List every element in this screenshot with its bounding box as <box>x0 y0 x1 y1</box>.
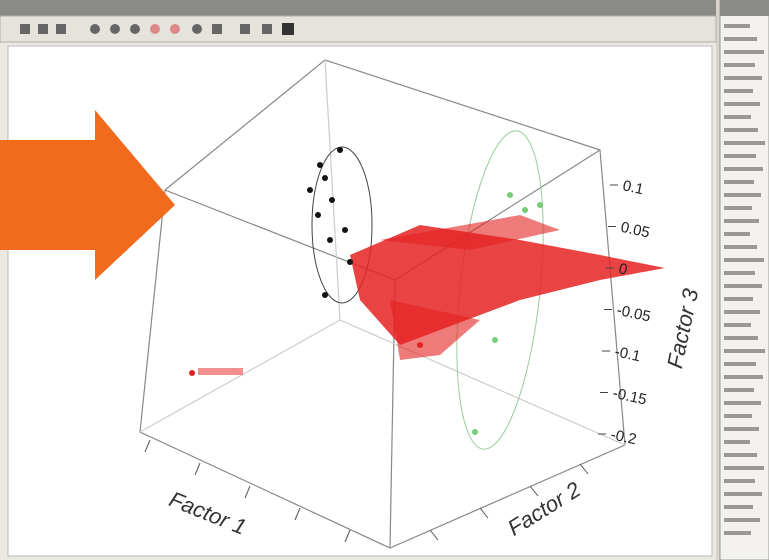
point <box>522 207 528 213</box>
point <box>327 237 333 243</box>
list-row <box>724 466 764 470</box>
point <box>329 197 335 203</box>
list-row <box>724 219 759 223</box>
page: Factor 1 Factor 2 Factor 3 0.10.050-0.05… <box>0 0 769 560</box>
list-row <box>724 193 761 197</box>
list-row <box>724 323 751 327</box>
list-row <box>724 102 760 106</box>
list-row <box>724 141 765 145</box>
app-window: Factor 1 Factor 2 Factor 3 0.10.050-0.05… <box>0 0 769 560</box>
point <box>322 292 328 298</box>
list-row <box>724 362 756 366</box>
tool-icon[interactable] <box>56 24 66 34</box>
list-row <box>724 89 753 93</box>
point <box>342 227 348 233</box>
list-row <box>724 284 762 288</box>
point <box>307 187 313 193</box>
list-row <box>724 440 750 444</box>
point-label-blur <box>198 368 243 375</box>
list-row <box>724 76 762 80</box>
list-row <box>724 401 761 405</box>
list-row <box>724 180 754 184</box>
point <box>337 147 343 153</box>
outlier-point <box>189 370 195 376</box>
plot-canvas <box>8 46 712 556</box>
side-panel <box>720 0 769 560</box>
list-row <box>724 531 751 535</box>
point <box>507 192 513 198</box>
list-row <box>724 336 758 340</box>
tool-icon[interactable] <box>170 24 180 34</box>
tool-icon[interactable] <box>38 24 48 34</box>
point <box>417 342 423 348</box>
list-row <box>724 349 765 353</box>
tool-icon[interactable] <box>212 24 222 34</box>
list-row <box>724 206 752 210</box>
tool-icon[interactable] <box>282 23 294 35</box>
list-row <box>724 375 763 379</box>
point <box>315 212 321 218</box>
tool-icon[interactable] <box>150 24 160 34</box>
list-row <box>724 115 751 119</box>
list-row <box>724 271 755 275</box>
list-row <box>724 258 764 262</box>
list-row <box>724 310 760 314</box>
list-row <box>724 24 750 28</box>
list-row <box>724 63 755 67</box>
list-row <box>724 154 756 158</box>
list-row <box>724 427 759 431</box>
point <box>472 429 478 435</box>
toolbar <box>0 16 716 42</box>
list-row <box>724 50 764 54</box>
point <box>537 202 543 208</box>
list-row <box>724 37 757 41</box>
tool-icon[interactable] <box>240 24 250 34</box>
point <box>492 337 498 343</box>
point <box>322 175 328 181</box>
list-row <box>724 167 763 171</box>
list-row <box>724 518 760 522</box>
list-row <box>724 388 754 392</box>
point <box>317 162 323 168</box>
list-row <box>724 414 752 418</box>
list-row <box>724 453 757 457</box>
list-row <box>724 492 762 496</box>
list-row <box>724 297 753 301</box>
side-title-bar <box>720 0 769 16</box>
tool-icon[interactable] <box>90 24 100 34</box>
title-bar <box>0 0 716 16</box>
tool-icon[interactable] <box>20 24 30 34</box>
point <box>347 259 353 265</box>
list-row <box>724 245 757 249</box>
list-row <box>724 128 758 132</box>
tool-icon[interactable] <box>130 24 140 34</box>
list-row <box>724 505 753 509</box>
list-row <box>724 479 755 483</box>
tool-icon[interactable] <box>262 24 272 34</box>
list-row <box>724 232 750 236</box>
tool-icon[interactable] <box>192 24 202 34</box>
tool-icon[interactable] <box>110 24 120 34</box>
